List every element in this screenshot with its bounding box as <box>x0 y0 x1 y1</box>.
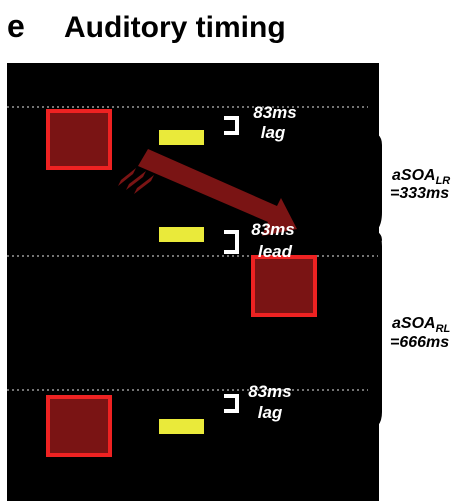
event-relation-bottom: lag <box>258 403 283 422</box>
interval-value-rl: =666ms <box>390 334 449 351</box>
interval-brace-rl <box>364 229 382 430</box>
panel-letter: e <box>7 8 25 44</box>
motion-arrow-icon <box>118 149 297 236</box>
bracket-icon-bottom <box>224 394 239 413</box>
event-relation-middle: lead <box>258 242 293 261</box>
interval-name-lr: aSOALR <box>392 167 450 187</box>
event-timing-middle: 83ms <box>251 220 294 239</box>
interval-name-rl: aSOARL <box>392 315 451 335</box>
arrow-streak-2 <box>126 171 146 190</box>
event-timing-bottom: 83ms <box>248 382 291 401</box>
panel-title: Auditory timing <box>64 11 286 44</box>
arrow-shaft <box>138 149 297 236</box>
red-square-middle-right <box>251 255 317 317</box>
red-square-top-left <box>46 109 112 170</box>
bracket-icon-middle <box>224 230 239 254</box>
arrow-streak-3 <box>134 175 154 194</box>
red-square-bottom-left <box>46 395 112 457</box>
event-relation-top: lag <box>261 123 286 142</box>
yellow-bar-bottom <box>159 419 204 434</box>
yellow-bar-top <box>159 130 204 145</box>
arrow-streak-1 <box>118 168 136 186</box>
event-timing-top: 83ms <box>253 103 296 122</box>
yellow-bar-middle <box>159 227 204 242</box>
interval-value-lr: =333ms <box>390 185 449 202</box>
bracket-icon-top <box>224 116 239 135</box>
